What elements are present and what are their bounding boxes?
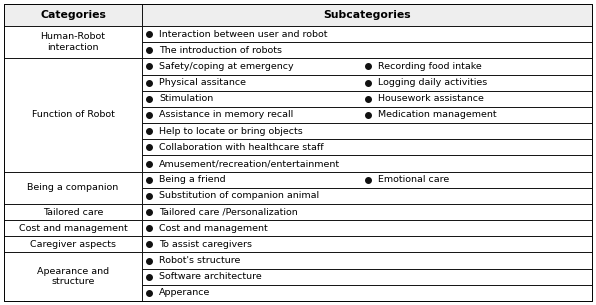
Bar [142,172,592,188]
Text: Being a friend: Being a friend [159,175,226,184]
Bar [142,236,592,253]
Bar [142,4,592,26]
Text: Human-Robot
interaction: Human-Robot interaction [41,32,105,52]
Bar [142,74,592,91]
Bar [142,204,592,220]
Text: Stimulation: Stimulation [159,94,213,103]
Text: Recording food intake: Recording food intake [378,62,482,71]
Text: Physical assitance: Physical assitance [159,78,246,87]
Bar [142,139,592,156]
Text: Housework assistance: Housework assistance [378,94,484,103]
Text: Being a companion: Being a companion [27,183,119,192]
Text: To assist caregivers: To assist caregivers [159,240,252,249]
Bar [142,285,592,301]
Bar [4,172,142,204]
Text: Interaction between user and robot: Interaction between user and robot [159,30,328,39]
Text: The introduction of robots: The introduction of robots [159,46,282,55]
Bar [142,188,592,204]
Bar [142,269,592,285]
Text: Apearance and
structure: Apearance and structure [37,267,109,286]
Bar [4,236,142,253]
Text: Categories: Categories [40,10,106,20]
Bar [142,156,592,172]
Text: Subcategories: Subcategories [323,10,411,20]
Bar [4,220,142,236]
Bar [142,253,592,269]
Text: Tailored care: Tailored care [43,207,103,217]
Text: Substitution of companion animal: Substitution of companion animal [159,191,319,200]
Text: Assistance in memory recall: Assistance in memory recall [159,110,293,120]
Bar [4,253,142,301]
Text: Help to locate or bring objects: Help to locate or bring objects [159,127,303,136]
Text: Function of Robot: Function of Robot [32,110,114,120]
Text: Emotional care: Emotional care [378,175,449,184]
Bar [142,220,592,236]
Bar [4,204,142,220]
Text: Apperance: Apperance [159,289,210,297]
Bar [142,123,592,139]
Text: Cost and management: Cost and management [18,224,128,233]
Bar [4,26,142,58]
Bar [142,42,592,58]
Text: Robot's structure: Robot's structure [159,256,241,265]
Bar [4,4,142,26]
Bar [142,58,592,74]
Text: Software architecture: Software architecture [159,272,262,281]
Text: Medication management: Medication management [378,110,496,120]
Text: Tailored care /Personalization: Tailored care /Personalization [159,207,298,217]
Text: Amusement/recreation/entertainment: Amusement/recreation/entertainment [159,159,340,168]
Text: Cost and management: Cost and management [159,224,268,233]
Bar [142,26,592,42]
Text: Safety/coping at emergency: Safety/coping at emergency [159,62,294,71]
Bar [142,91,592,107]
Text: Logging daily activities: Logging daily activities [378,78,488,87]
Bar [142,107,592,123]
Bar [4,58,142,172]
Text: Caregiver aspects: Caregiver aspects [30,240,116,249]
Text: Collaboration with healthcare staff: Collaboration with healthcare staff [159,143,324,152]
